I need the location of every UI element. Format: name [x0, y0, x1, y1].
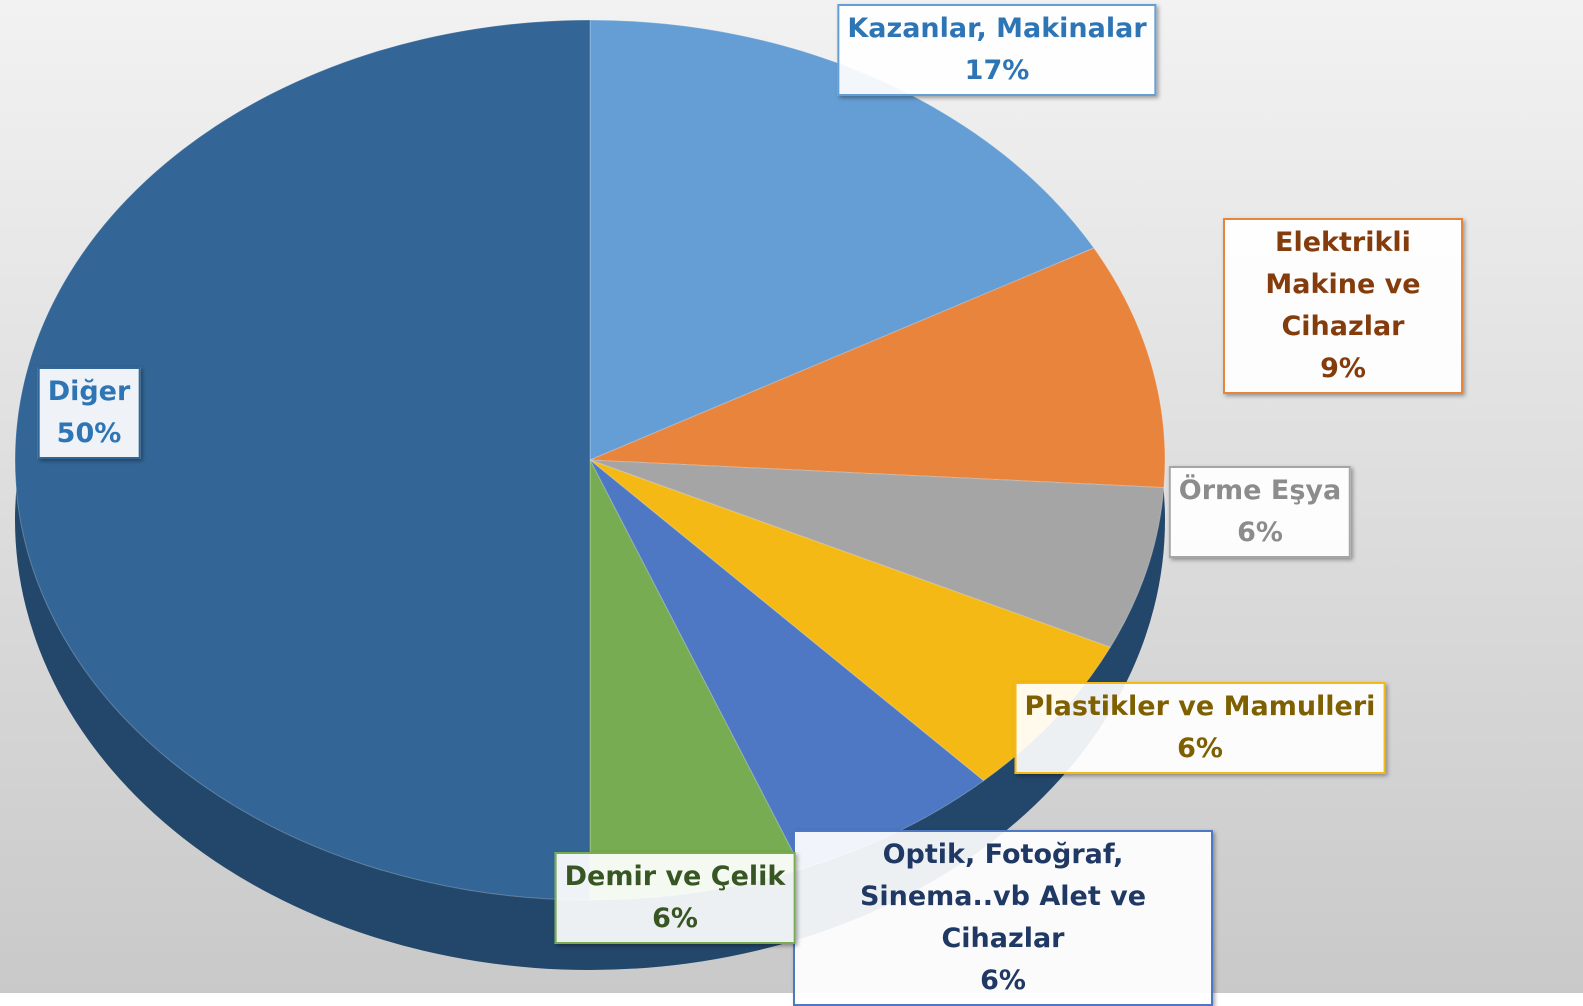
label-value: 17% — [964, 55, 1030, 86]
label-category: Optik, Fotoğraf, Sinema..vb Alet ve Ciha… — [859, 839, 1147, 954]
label-value: 6% — [1237, 517, 1283, 548]
pie-slice — [14, 19, 591, 901]
pie-slice — [589, 247, 1166, 489]
data-label: Diğer 50% — [37, 367, 141, 459]
data-label: Plastikler ve Mamulleri 6% — [1014, 682, 1386, 774]
label-value: 6% — [652, 903, 698, 934]
data-label: Demir ve Çelik 6% — [554, 852, 796, 944]
label-category: Örme Eşya — [1178, 475, 1342, 506]
data-label: Örme Eşya 6% — [1168, 466, 1352, 558]
label-value: 6% — [980, 965, 1026, 996]
label-category: Kazanlar, Makinalar — [847, 13, 1147, 44]
label-value: 50% — [56, 418, 122, 449]
data-label: Elektrikli Makine ve Cihazlar 9% — [1223, 218, 1463, 394]
label-value: 6% — [1177, 733, 1223, 764]
data-label: Kazanlar, Makinalar 17% — [837, 4, 1157, 96]
label-category: Plastikler ve Mamulleri — [1024, 691, 1376, 722]
data-label: Optik, Fotoğraf, Sinema..vb Alet ve Ciha… — [793, 830, 1213, 1006]
label-value: 9% — [1320, 353, 1366, 384]
label-category: Diğer — [47, 376, 131, 407]
pie-slice — [589, 459, 1165, 648]
label-category: Demir ve Çelik — [564, 861, 786, 892]
label-category: Elektrikli Makine ve Cihazlar — [1265, 227, 1421, 342]
